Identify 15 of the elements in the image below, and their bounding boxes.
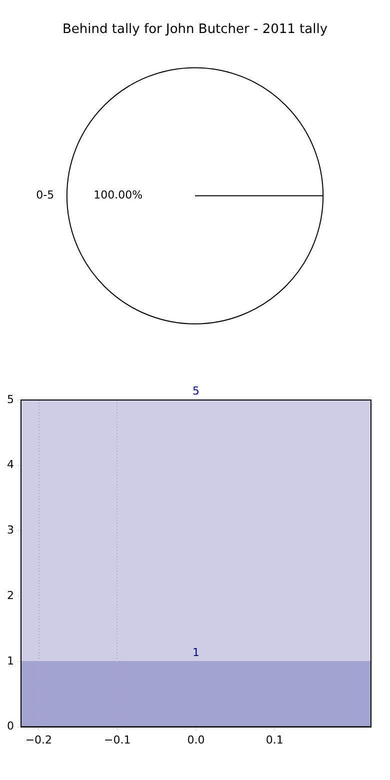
y-tick-label: 3: [7, 524, 14, 537]
y-tick-label: 4: [7, 458, 14, 472]
x-tick-label: −0.2: [25, 733, 52, 746]
y-tick-label: 1: [7, 654, 14, 668]
chart-title: Behind tally for John Butcher - 2011 tally: [62, 22, 328, 38]
x-tick-label: 0.0: [187, 733, 205, 746]
data-label: 1: [192, 646, 200, 659]
slice-label: 0-5: [36, 188, 54, 202]
data-label: 100.00%: [94, 188, 143, 202]
x-tick-label: 0.1: [266, 733, 284, 746]
data-label: 5: [192, 384, 200, 398]
y-tick-label: 5: [7, 392, 14, 406]
x-tick-label: −0.1: [104, 733, 131, 746]
y-tick-label: 2: [7, 588, 14, 602]
y-tick-label: 0: [7, 720, 14, 733]
